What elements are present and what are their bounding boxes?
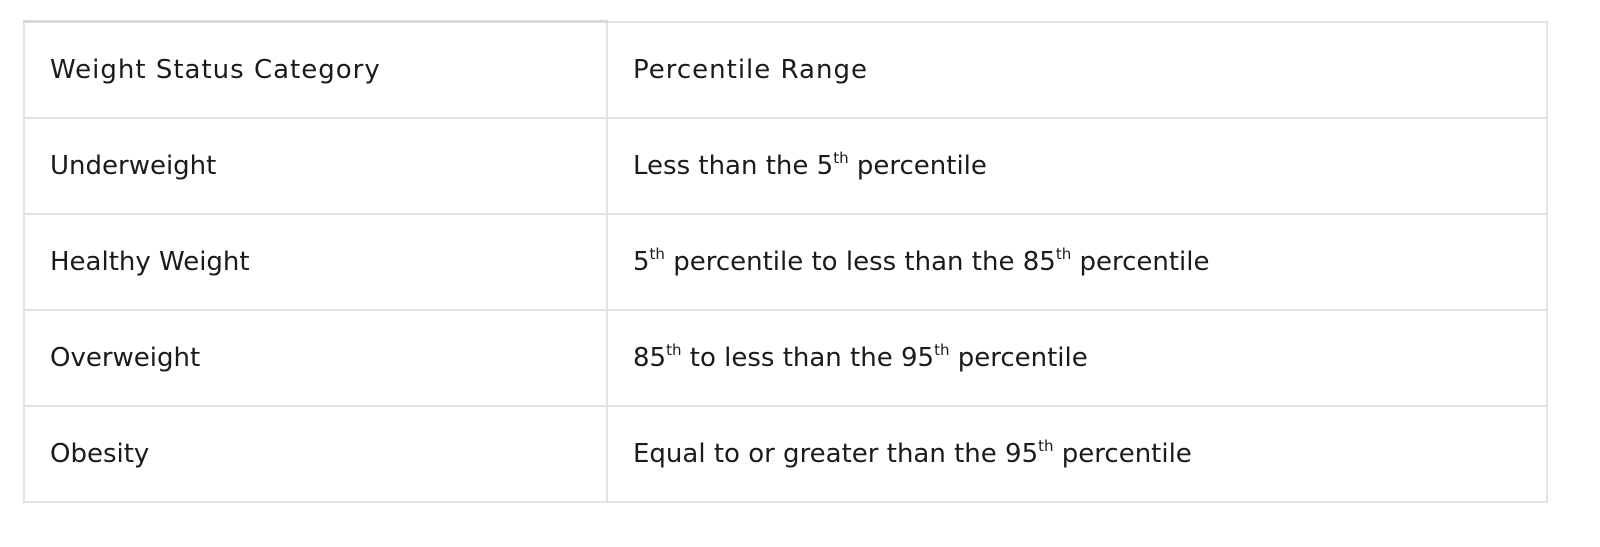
ordinal-suffix: th [934,341,950,359]
table-row: Overweight 85th to less than the 95th per… [23,309,1548,407]
range-text: percentile [1071,247,1210,277]
range-text: percentile [848,151,987,181]
range-text: Equal to or greater than the 95 [633,439,1039,469]
ordinal-suffix: th [833,149,849,167]
range-text: percentile [1053,439,1192,469]
percentile-range-cell: 5th percentile to less than the 85th per… [606,213,1548,311]
percentile-range-cell: 85th to less than the 95th percentile [606,309,1548,407]
category-cell: Healthy Weight [23,213,608,311]
table-header-row: Weight Status Category Percentile Range [23,20,1548,119]
table-row: Obesity Equal to or greater than the 95th… [23,405,1548,503]
range-text: percentile [949,343,1088,373]
weight-status-table: Weight Status Category Percentile Range … [23,20,1548,503]
percentile-range-cell: Less than the 5th percentile [606,117,1548,215]
ordinal-suffix: th [1038,437,1054,455]
range-text: Less than the 5 [633,151,834,181]
category-cell: Underweight [23,117,608,215]
percentile-range-cell: Equal to or greater than the 95th percen… [606,405,1548,503]
range-text: 5 [633,247,650,277]
ordinal-suffix: th [1055,245,1072,263]
header-percentile-range: Percentile Range [606,20,1548,119]
table-row: Underweight Less than the 5th percentile [23,117,1548,215]
range-text: percentile to less than the 85 [664,247,1056,277]
range-text: to less than the 95 [681,343,935,373]
category-cell: Overweight [23,309,608,407]
ordinal-suffix: th [666,341,682,359]
table-row: Healthy Weight 5th percentile to less tha… [23,213,1548,311]
header-weight-status-category: Weight Status Category [23,20,608,119]
category-cell: Obesity [23,405,608,503]
range-text: 85 [633,343,667,373]
ordinal-suffix: th [649,245,665,263]
